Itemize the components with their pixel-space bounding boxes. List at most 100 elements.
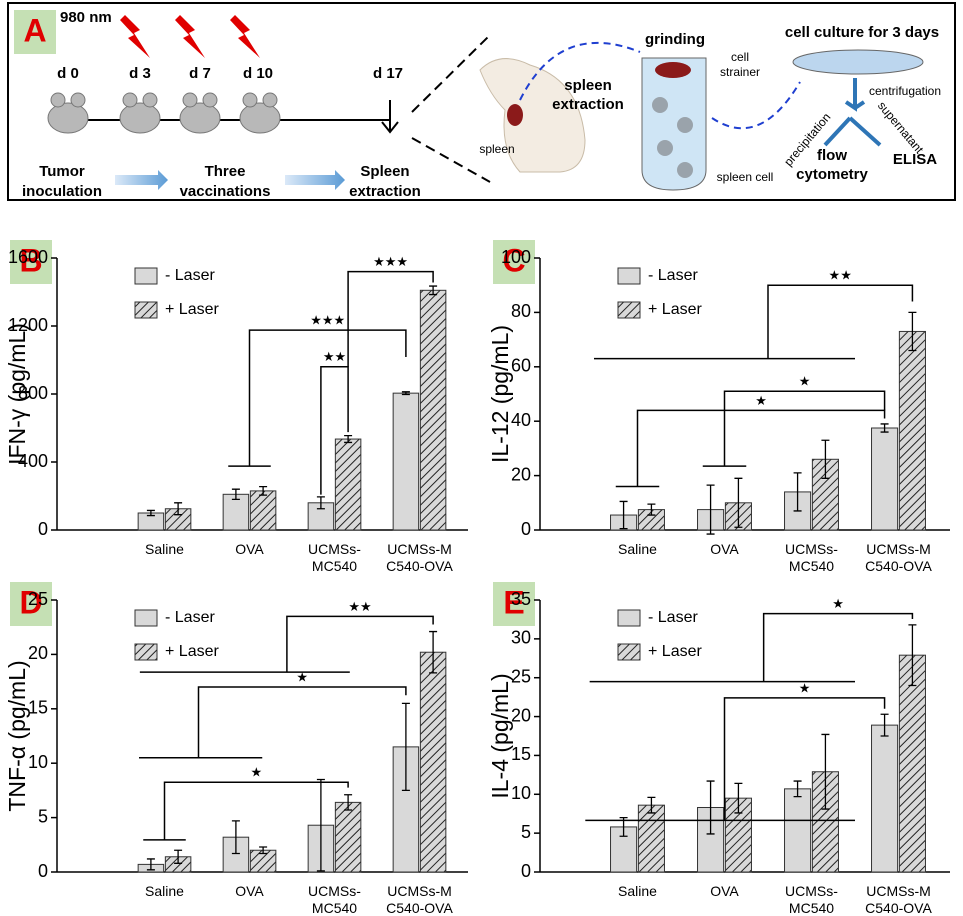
- cell-strainer-label: cell strainer: [720, 50, 760, 79]
- legend-swatch: [617, 643, 641, 661]
- legend-label: - Laser: [648, 267, 698, 284]
- y-tick-label: 15: [28, 698, 48, 718]
- error-bar: [401, 702, 410, 792]
- error-bar: [706, 484, 715, 535]
- legend-label: + Laser: [648, 301, 702, 318]
- significance-bracket: [143, 781, 349, 841]
- spleen-cell-label: spleen cell: [717, 170, 774, 184]
- legend-label: - Laser: [165, 609, 215, 626]
- x-tick-label-line: OVA: [235, 883, 264, 899]
- chart: E 0 5 10 15 20 25 30 35 IL-4 (pg/mL) Saline OVA UCMS…: [487, 582, 950, 916]
- x-tick-label-line: Saline: [618, 541, 657, 557]
- significance-bracket: [139, 615, 434, 673]
- significance-label: ★★: [829, 268, 852, 283]
- x-tick-label-line: Saline: [145, 883, 184, 899]
- significance-label: ★: [755, 393, 767, 408]
- panel-label: B: [19, 242, 42, 278]
- x-tick-label: OVA: [710, 883, 739, 899]
- y-tick-label: 10: [28, 752, 48, 772]
- error-bar: [429, 630, 438, 674]
- x-tick-label: UCMSs-MC540: [785, 541, 838, 574]
- legend-label: + Laser: [165, 301, 219, 318]
- x-tick-label: OVA: [235, 541, 264, 557]
- y-axis-label: IFN-γ (pg/mL): [4, 323, 30, 465]
- legend-swatch: [617, 267, 641, 285]
- significance-bracket: [615, 409, 886, 488]
- error-bar: [647, 503, 656, 516]
- legend-swatch: [134, 643, 158, 661]
- error-bar: [706, 780, 715, 835]
- flow-arrow: [115, 170, 168, 190]
- y-axis-label: TNF-α (pg/mL): [4, 660, 30, 811]
- x-tick-label-line: MC540: [789, 900, 834, 916]
- flow-cytometry-label: flow cytometry: [796, 147, 868, 183]
- x-tick-label: UCMSs-M C540-OVA: [386, 541, 453, 574]
- x-tick-label-line: UCMSs-: [785, 541, 838, 557]
- significance-bracket: [702, 390, 886, 467]
- y-tick-label: 60: [511, 356, 531, 376]
- cells: [652, 97, 693, 178]
- bar: [898, 654, 926, 873]
- y-tick-label: 15: [511, 744, 531, 764]
- y-tick-label: 5: [38, 806, 48, 826]
- error-bar: [734, 477, 743, 528]
- y-tick-label: 25: [28, 589, 48, 609]
- significance-bracket: [594, 284, 914, 360]
- significance-label: ★: [799, 680, 811, 695]
- significance-label: ★: [296, 669, 308, 684]
- laser-label: 980 nm: [60, 9, 112, 26]
- error-bar: [619, 500, 628, 530]
- y-tick-label: 0: [38, 519, 48, 539]
- significance-label: ★: [250, 765, 262, 780]
- supernatant-label: supernatant: [875, 99, 927, 157]
- x-tick-label-line: UCMSs-M: [866, 541, 931, 557]
- error-bar: [174, 502, 183, 516]
- bar: [249, 490, 277, 531]
- panel-label: D: [19, 584, 42, 620]
- error-bar: [344, 435, 353, 444]
- step-label: Tumor inoculation: [22, 163, 102, 200]
- x-tick-label: UCMSs-MC540: [308, 883, 361, 916]
- chart: B 0 400 800 1200 1600 IFN-γ (pg/mL) Saline OVA UC…: [4, 240, 468, 574]
- error-bar: [146, 858, 155, 871]
- legend-label: + Laser: [648, 643, 702, 660]
- error-bar: [259, 486, 268, 496]
- grinding-label: grinding: [645, 31, 705, 48]
- legend-swatch: [134, 301, 158, 319]
- laser-bolts: [120, 15, 260, 58]
- error-bar: [734, 782, 743, 814]
- x-tick-label: UCMSs-M C540-OVA: [865, 541, 932, 574]
- strainer-tissue: [655, 62, 691, 78]
- x-tick-label: UCMSs-M C540-OVA: [865, 883, 932, 916]
- error-bar: [231, 820, 240, 855]
- bar: [419, 651, 447, 873]
- legend-label: - Laser: [648, 609, 698, 626]
- x-tick-label: OVA: [235, 883, 264, 899]
- centrifugation-label: centrifugation: [869, 84, 941, 98]
- mice: [47, 92, 281, 134]
- error-bar: [821, 439, 830, 479]
- significance-label: ★★: [348, 599, 371, 614]
- day-label: d 10: [243, 65, 273, 82]
- x-tick-label-line: Saline: [145, 541, 184, 557]
- spleen-extraction-label: spleen extraction: [552, 77, 624, 113]
- x-tick-label-line: C540-OVA: [865, 900, 932, 916]
- y-axis-label: IL-4 (pg/mL): [487, 673, 513, 798]
- bar: [871, 427, 899, 531]
- significance-bracket: [139, 686, 407, 759]
- panel-label-box: [493, 582, 535, 626]
- x-tick-label: UCMSs-M C540-OVA: [386, 883, 453, 916]
- error-bar: [647, 796, 656, 814]
- panel-frame: [7, 2, 956, 201]
- significance-bracket: [347, 270, 434, 367]
- x-tick-label-line: UCMSs-M: [387, 541, 452, 557]
- significance-label: ★★★: [310, 313, 345, 328]
- x-tick-label-line: C540-OVA: [386, 900, 453, 916]
- x-tick-label-line: UCMSs-: [308, 883, 361, 899]
- panel-label-box: [14, 10, 56, 54]
- error-bar: [908, 311, 917, 352]
- x-tick-label-line: C540-OVA: [865, 558, 932, 574]
- y-tick-label: 25: [511, 666, 531, 686]
- legend-swatch: [617, 609, 641, 627]
- x-tick-label-line: MC540: [312, 900, 357, 916]
